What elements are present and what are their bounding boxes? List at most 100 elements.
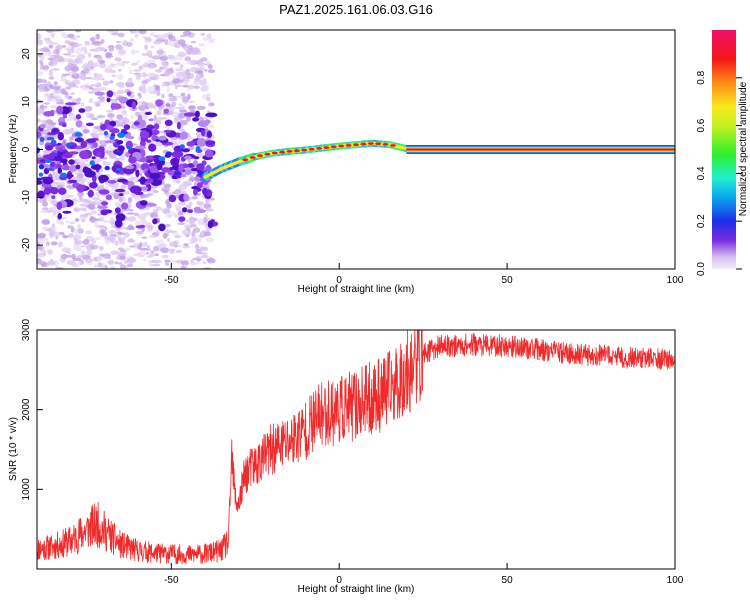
- noise-speck: [76, 159, 85, 163]
- signal-blob: [204, 149, 214, 158]
- x-tick-label: -50: [164, 575, 179, 586]
- noise-speck: [69, 221, 76, 225]
- signal-blob: [161, 167, 171, 173]
- noise-speck: [154, 142, 163, 147]
- signal-blob: [187, 209, 193, 214]
- signal-blob: [105, 194, 113, 200]
- noise-speck: [91, 210, 98, 214]
- noise-speck: [197, 105, 206, 110]
- noise-speck: [118, 49, 127, 55]
- noise-speck: [156, 40, 162, 45]
- noise-speck: [93, 101, 102, 104]
- y-tick-label: 2000: [21, 398, 32, 421]
- noise-speck: [153, 114, 157, 121]
- noise-speck: [56, 48, 60, 55]
- noise-speck: [133, 69, 142, 72]
- noise-speck: [101, 264, 106, 269]
- noise-speck: [185, 62, 193, 65]
- signal-blob: [163, 108, 169, 114]
- noise-speck: [68, 137, 74, 143]
- noise-speck: [109, 80, 114, 84]
- noise-speck: [162, 64, 168, 71]
- noise-speck: [85, 85, 89, 88]
- noise-speck: [141, 236, 148, 239]
- noise-speck: [71, 198, 78, 202]
- noise-speck: [152, 208, 159, 215]
- noise-speck: [108, 45, 114, 52]
- signal-blob: [106, 90, 114, 98]
- noise-speck: [47, 51, 52, 56]
- ridge-peak: [375, 142, 382, 146]
- signal-blob: [67, 151, 79, 155]
- noise-speck: [162, 232, 168, 239]
- signal-blob: [202, 187, 208, 196]
- noise-speck: [66, 225, 74, 229]
- noise-speck: [107, 259, 115, 265]
- noise-speck: [154, 74, 160, 81]
- noise-speck: [202, 36, 209, 41]
- signal-blob: [37, 180, 43, 185]
- noise-speck: [116, 89, 125, 95]
- noise-speck: [87, 203, 96, 210]
- noise-speck: [55, 46, 63, 51]
- signal-blob: [97, 205, 108, 209]
- noise-speck: [121, 113, 128, 116]
- noise-speck: [164, 70, 171, 77]
- ridge-peak: [264, 152, 271, 156]
- signal-blob: [139, 176, 146, 185]
- spectrogram-y-label: Frequency (Hz): [8, 115, 19, 184]
- snr-y-ticks: 1000 2000 3000: [21, 318, 43, 500]
- noise-speck: [113, 193, 120, 200]
- carrier-band-core: [406, 148, 675, 151]
- noise-speck: [161, 254, 167, 259]
- noise-speck: [109, 154, 117, 159]
- noise-speck: [44, 37, 51, 42]
- y-tick-label: 0: [21, 146, 32, 152]
- noise-speck: [102, 165, 106, 169]
- noise-speck: [61, 32, 68, 38]
- noise-speck: [205, 237, 214, 243]
- signal-blob: [51, 195, 56, 200]
- signal-blob: [96, 151, 102, 157]
- noise-speck: [175, 179, 181, 184]
- noise-speck: [87, 60, 94, 66]
- signal-blob: [50, 187, 59, 195]
- colorbar-label: Normalized spectral amplitude: [738, 81, 749, 216]
- noise-speck: [61, 45, 67, 48]
- noise-speck: [207, 199, 212, 204]
- noise-speck: [119, 264, 127, 269]
- noise-speck: [93, 41, 101, 44]
- signal-blob: [57, 187, 67, 195]
- signal-blob: [37, 147, 40, 154]
- noise-speck: [96, 82, 102, 86]
- noise-speck: [146, 50, 153, 57]
- noise-speck: [128, 209, 134, 212]
- noise-speck: [157, 34, 165, 39]
- noise-speck: [148, 63, 156, 69]
- noise-speck: [199, 231, 206, 238]
- noise-speck: [63, 91, 68, 96]
- signal-blob: [155, 139, 160, 142]
- noise-speck: [177, 51, 187, 57]
- noise-speck: [91, 240, 96, 245]
- noise-speck: [57, 241, 63, 248]
- noise-speck: [100, 229, 106, 235]
- noise-speck: [103, 253, 111, 258]
- noise-speck: [48, 70, 54, 77]
- noise-speck: [110, 69, 116, 74]
- noise-speck: [66, 260, 76, 266]
- noise-speck: [45, 124, 55, 129]
- noise-speck: [84, 230, 92, 235]
- noise-speck: [74, 58, 82, 62]
- signal-blob: [163, 129, 172, 134]
- signal-blob: [183, 193, 190, 202]
- signal-blob: [165, 151, 173, 156]
- signal-blob: [85, 122, 94, 127]
- noise-speck: [184, 264, 188, 268]
- noise-speck: [177, 39, 186, 45]
- noise-speck: [147, 73, 156, 78]
- signal-blob: [168, 194, 177, 203]
- signal-blob: [89, 160, 95, 166]
- signal-blob: [196, 182, 203, 189]
